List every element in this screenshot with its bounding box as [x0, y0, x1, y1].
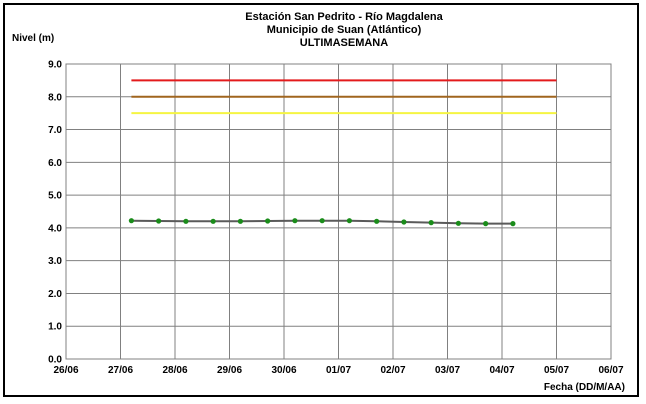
y-tick-label: 8.0: [48, 92, 62, 103]
data-point: [210, 218, 216, 224]
x-tick-label: 01/07: [326, 365, 351, 376]
data-point: [292, 218, 298, 224]
data-point: [265, 218, 271, 224]
y-tick-label: 1.0: [48, 322, 62, 333]
data-point: [510, 221, 516, 227]
data-point: [183, 218, 189, 224]
data-point: [455, 220, 461, 226]
x-tick-label: 28/06: [162, 365, 187, 376]
x-tick-labels: 26/06 27/06 28/06 29/06 30/06 01/07 02/07 03/07…: [53, 365, 623, 376]
data-point: [374, 218, 380, 224]
y-tick-label: 3.0: [48, 256, 62, 267]
data-point: [428, 220, 434, 226]
data-point: [483, 221, 489, 227]
data-point: [346, 218, 352, 224]
y-tick-label: 2.0: [48, 289, 62, 300]
series-group: [128, 218, 516, 227]
chart-title-line-3: ULTIMASEMANA: [300, 37, 388, 49]
chart-title-group: Estación San Pedrito - Río Magdalena Mun…: [245, 11, 443, 49]
y-tick-label: 4.0: [48, 223, 62, 234]
x-axis-label: Fecha (DD/M/AA): [544, 382, 625, 393]
data-point: [156, 218, 162, 224]
y-tick-label: 0.0: [48, 355, 62, 366]
y-tick-label: 5.0: [48, 191, 62, 202]
y-tick-labels: 0.0 1.0 2.0 3.0 4.0 5.0 6.0 7.0 8.0 9.0: [48, 60, 62, 366]
threshold-lines: [131, 79, 557, 115]
y-tick-label: 6.0: [48, 158, 62, 169]
y-tick-label: 7.0: [48, 125, 62, 136]
data-point: [128, 218, 134, 224]
data-point: [237, 218, 243, 224]
y-tick-label: 9.0: [48, 60, 62, 71]
x-tick-label: 30/06: [271, 365, 296, 376]
x-tick-label: 03/07: [435, 365, 460, 376]
x-tick-label: 29/06: [217, 365, 242, 376]
x-tick-label: 26/06: [53, 365, 78, 376]
data-point: [319, 218, 325, 224]
data-point: [401, 219, 407, 225]
chart-title-line-2: Municipio de Suan (Atlántico): [267, 24, 422, 36]
x-tick-label: 02/07: [380, 365, 405, 376]
chart-title-line-1: Estación San Pedrito - Río Magdalena: [245, 11, 443, 23]
x-tick-label: 27/06: [108, 365, 133, 376]
plot-border: [65, 63, 612, 360]
x-tick-label: 06/07: [598, 365, 623, 376]
x-tick-label: 04/07: [489, 365, 514, 376]
chart-svg: Estación San Pedrito - Río Magdalena Mun…: [12, 11, 625, 393]
x-tick-label: 05/07: [544, 365, 569, 376]
y-axis-label: Nivel (m): [12, 33, 54, 44]
chart-frame: Estación San Pedrito - Río Magdalena Mun…: [3, 3, 639, 397]
